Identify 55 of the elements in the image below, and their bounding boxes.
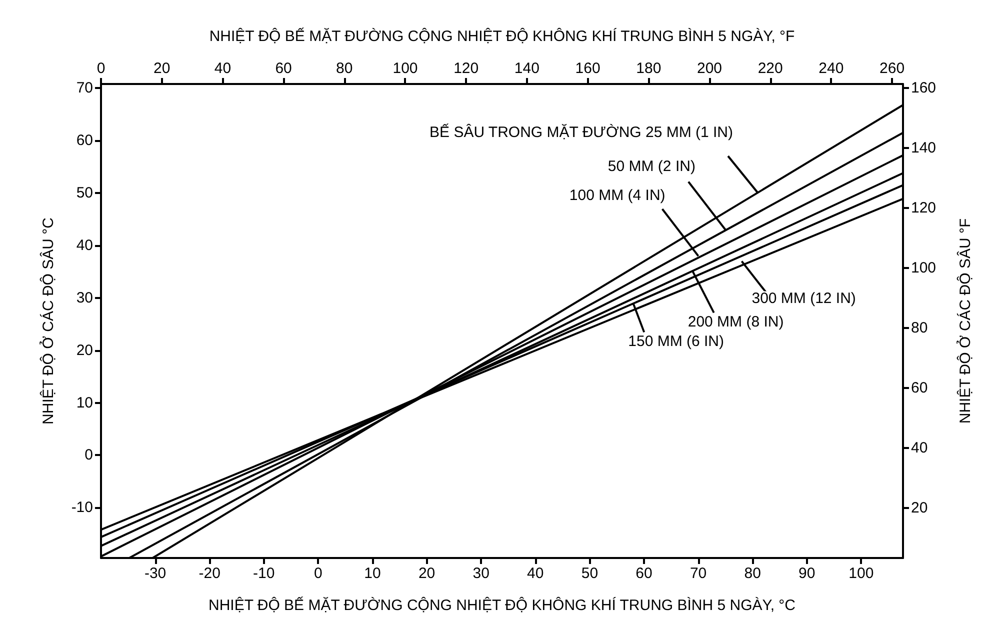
x-tick-label: 40 [527,565,544,582]
x-tick-label: 90 [798,565,816,582]
x2-tick-label: 180 [636,60,662,77]
y2-tick-label: 20 [911,499,928,516]
x-tick-label: 70 [690,565,707,582]
y2-tick-label: 120 [911,200,936,217]
y2-tick-label: 140 [911,140,936,157]
y2-tick-label: 160 [911,80,936,97]
x2-tick-label: 0 [96,60,106,77]
x-tick-label: 100 [848,565,874,582]
x-tick-label: -20 [198,565,220,582]
annotation: 100 MM (4 IN) [569,186,666,204]
y-tick-label: 0 [84,446,93,464]
x2-tick-label: 100 [392,60,418,77]
y2-axis-title: NHIỆT ĐỘ Ở CÁC ĐỘ SÂU °F [956,218,974,424]
y2-tick-label: 100 [911,260,936,277]
annotation: 200 MM (8 IN) [688,314,784,331]
y-tick-label: 30 [76,289,93,306]
x-tick-label: -10 [253,565,275,582]
x-tick-label: 50 [581,565,598,582]
annotation: 50 MM (2 IN) [608,158,696,175]
x2-axis-title: NHIỆT ĐỘ BẾ MẶT ĐƯỜNG CỘNG NHIỆT ĐỘ KHÔNG KHÍ TRUNG BÌNH 5 NGÀY, °F [209,27,795,45]
x-tick-label: 30 [472,565,490,582]
x-tick-label: 80 [744,565,761,582]
y-tick-label: -10 [71,499,93,516]
x2-tick-label: 160 [575,60,600,77]
annotation: BẾ SÂU TRONG MẶT ĐƯỜNG 25 MM (1 IN) [430,123,734,142]
x2-tick-label: 220 [758,60,783,77]
y-tick-label: 50 [76,184,93,202]
annotation: 150 MM (6 IN) [628,333,724,350]
y2-tick-label: 80 [911,320,928,337]
x2-tick-label: 120 [454,60,479,77]
x2-tick-label: 60 [275,60,292,77]
x2-tick-label: 40 [214,60,232,77]
x-tick-label: 60 [636,565,652,582]
x2-tick-label: 80 [336,60,353,77]
y-tick-label: 60 [76,132,93,150]
x-axis-title: NHIỆT ĐỘ BẾ MẶT ĐƯỜNG CỘNG NHIỆT ĐỘ KHÔNG KHÍ TRUNG BÌNH 5 NGÀY, °C [208,596,796,614]
y2-tick-label: 60 [911,380,928,397]
y-tick-label: 10 [76,394,93,412]
x2-tick-label: 240 [818,60,844,77]
y2-tick-label: 40 [911,439,928,456]
x-tick-label: 20 [418,565,436,582]
y-tick-label: 70 [76,80,93,97]
x-tick-label: 0 [314,565,322,582]
x2-tick-label: 200 [696,60,722,77]
y-tick-label: 20 [76,342,93,359]
annotation: 300 MM (12 IN) [752,290,856,308]
x-tick-label: -30 [144,565,166,582]
x2-tick-label: 260 [880,60,905,77]
x2-tick-label: 20 [154,60,170,77]
x-tick-label: 10 [364,565,381,582]
y-tick-label: 40 [76,236,93,254]
x2-tick-label: 140 [514,60,540,77]
y-axis-title: NHIỆT ĐỘ Ở CÁC ĐỘ SÂU °C [39,217,57,424]
